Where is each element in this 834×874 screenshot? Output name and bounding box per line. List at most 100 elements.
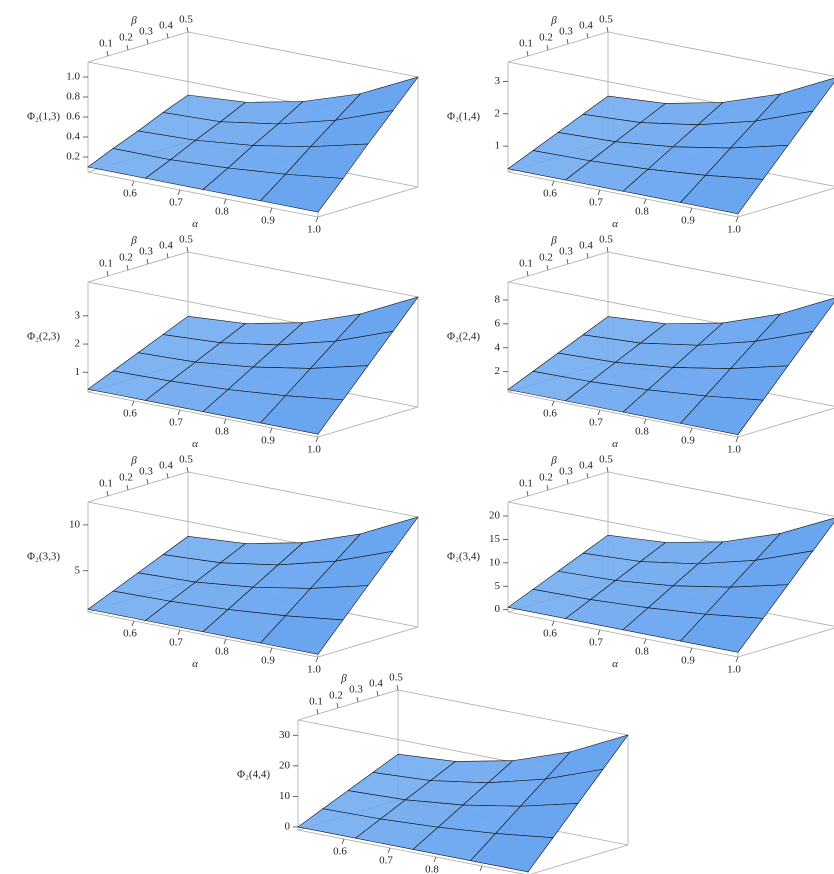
y-tick-label: 0.3	[139, 26, 153, 38]
box-edge	[737, 187, 834, 218]
box-edge	[607, 31, 834, 77]
y-tick-label: 0.3	[559, 26, 573, 38]
box-edge	[317, 406, 419, 438]
surface-cell	[259, 615, 344, 655]
x-tick	[131, 620, 135, 627]
surface-cell	[259, 395, 344, 435]
box-edge	[737, 627, 834, 658]
x-tick	[315, 656, 319, 663]
box-edge	[397, 689, 629, 736]
x-tick-label: 1.0	[307, 444, 321, 456]
x-tick-label: 0.9	[681, 655, 695, 667]
y-axis-label: β	[550, 455, 557, 467]
x-tick	[551, 180, 555, 187]
z-tick-label: 0.4	[66, 131, 80, 143]
y-tick	[186, 26, 189, 33]
z-tick-label: 0.6	[66, 111, 80, 123]
z-axis-label: Φ₂(2,3)	[27, 331, 60, 343]
box-edge	[507, 171, 739, 218]
x-tick-label: 0.8	[215, 426, 229, 438]
y-tick	[166, 252, 169, 259]
z-axis-label: Φ₂(3,3)	[27, 551, 60, 563]
y-tick	[146, 38, 149, 45]
y-tick	[166, 472, 169, 479]
x-tick-label: 0.9	[681, 215, 695, 227]
z-axis-label: Φ₂(1,3)	[27, 111, 60, 123]
y-tick-label: 0.3	[139, 246, 153, 258]
x-axis-label: α	[192, 438, 198, 450]
z-tick-label: 5	[75, 564, 81, 576]
x-tick-label: 0.9	[471, 873, 485, 874]
y-tick-label: 0.5	[599, 14, 613, 26]
x-tick-label: 0.9	[681, 435, 695, 447]
z-tick-label: 0.2	[66, 151, 80, 163]
y-tick	[376, 690, 379, 697]
x-tick-label: 0.9	[261, 215, 275, 227]
z-tick-label: 1	[75, 366, 81, 378]
x-tick-label: 0.9	[261, 435, 275, 447]
x-tick	[315, 216, 319, 223]
y-tick-label: 0.5	[599, 234, 613, 246]
y-axis-label: β	[130, 235, 137, 247]
y-axis-label: β	[130, 455, 137, 467]
y-tick	[356, 696, 359, 703]
box-edge	[297, 719, 529, 766]
y-tick-label: 0.1	[519, 38, 533, 50]
x-tick-label: 0.8	[215, 206, 229, 218]
x-tick	[131, 180, 135, 187]
z-axis-label: Φ₂(4,4)	[237, 769, 270, 781]
box-edge	[87, 501, 319, 548]
y-tick-label: 0.3	[559, 246, 573, 258]
z-tick-label: 2	[75, 338, 81, 350]
x-axis-label: α	[192, 218, 198, 230]
x-tick-label: 0.6	[543, 408, 557, 420]
z-axis-label: Φ₂(1,4)	[447, 111, 480, 123]
z-tick-label: 20	[489, 510, 501, 522]
x-tick-label: 0.7	[589, 417, 603, 429]
y-tick	[526, 490, 529, 497]
y-tick-label: 0.4	[159, 240, 173, 252]
x-tick-label: 0.9	[261, 655, 275, 667]
x-tick-label: 0.6	[123, 408, 137, 420]
box-edge	[507, 611, 739, 658]
y-axis-label: β	[340, 673, 347, 685]
z-tick-label: 0.8	[66, 91, 80, 103]
x-tick	[643, 638, 647, 645]
surface-cell	[469, 833, 554, 873]
x-tick	[597, 189, 601, 196]
y-tick-label: 0.4	[579, 240, 593, 252]
x-axis-label: α	[612, 438, 618, 450]
box-edge	[187, 31, 419, 78]
y-tick-label: 0.2	[539, 252, 553, 264]
y-tick	[546, 44, 549, 51]
box-edge	[507, 61, 739, 108]
z-tick-label: 0	[285, 820, 291, 832]
box-edge	[87, 391, 319, 438]
y-tick	[126, 44, 129, 51]
y-tick-label: 0.1	[99, 478, 113, 490]
y-tick	[526, 50, 529, 57]
z-tick-label: 4	[495, 341, 501, 353]
box-edge	[507, 471, 609, 503]
z-tick-label: 10	[279, 790, 291, 802]
box-edge	[187, 471, 419, 518]
z-tick-label: 5	[495, 580, 501, 592]
y-tick-label: 0.2	[119, 32, 133, 44]
y-tick-label: 0.1	[519, 258, 533, 270]
x-tick	[131, 400, 135, 407]
x-tick-label: 0.7	[589, 637, 603, 649]
box-edge	[87, 471, 189, 503]
x-tick	[433, 856, 437, 863]
box-edge	[87, 171, 319, 218]
y-tick-label: 0.4	[369, 678, 383, 690]
y-axis-label: β	[130, 15, 137, 27]
x-tick	[269, 427, 273, 434]
box-edge	[87, 611, 319, 658]
y-axis-label: β	[550, 235, 557, 247]
box-edge	[607, 471, 834, 517]
y-tick	[146, 478, 149, 485]
y-tick	[186, 466, 189, 473]
box-edge	[507, 391, 739, 438]
x-tick-label: 0.7	[169, 637, 183, 649]
